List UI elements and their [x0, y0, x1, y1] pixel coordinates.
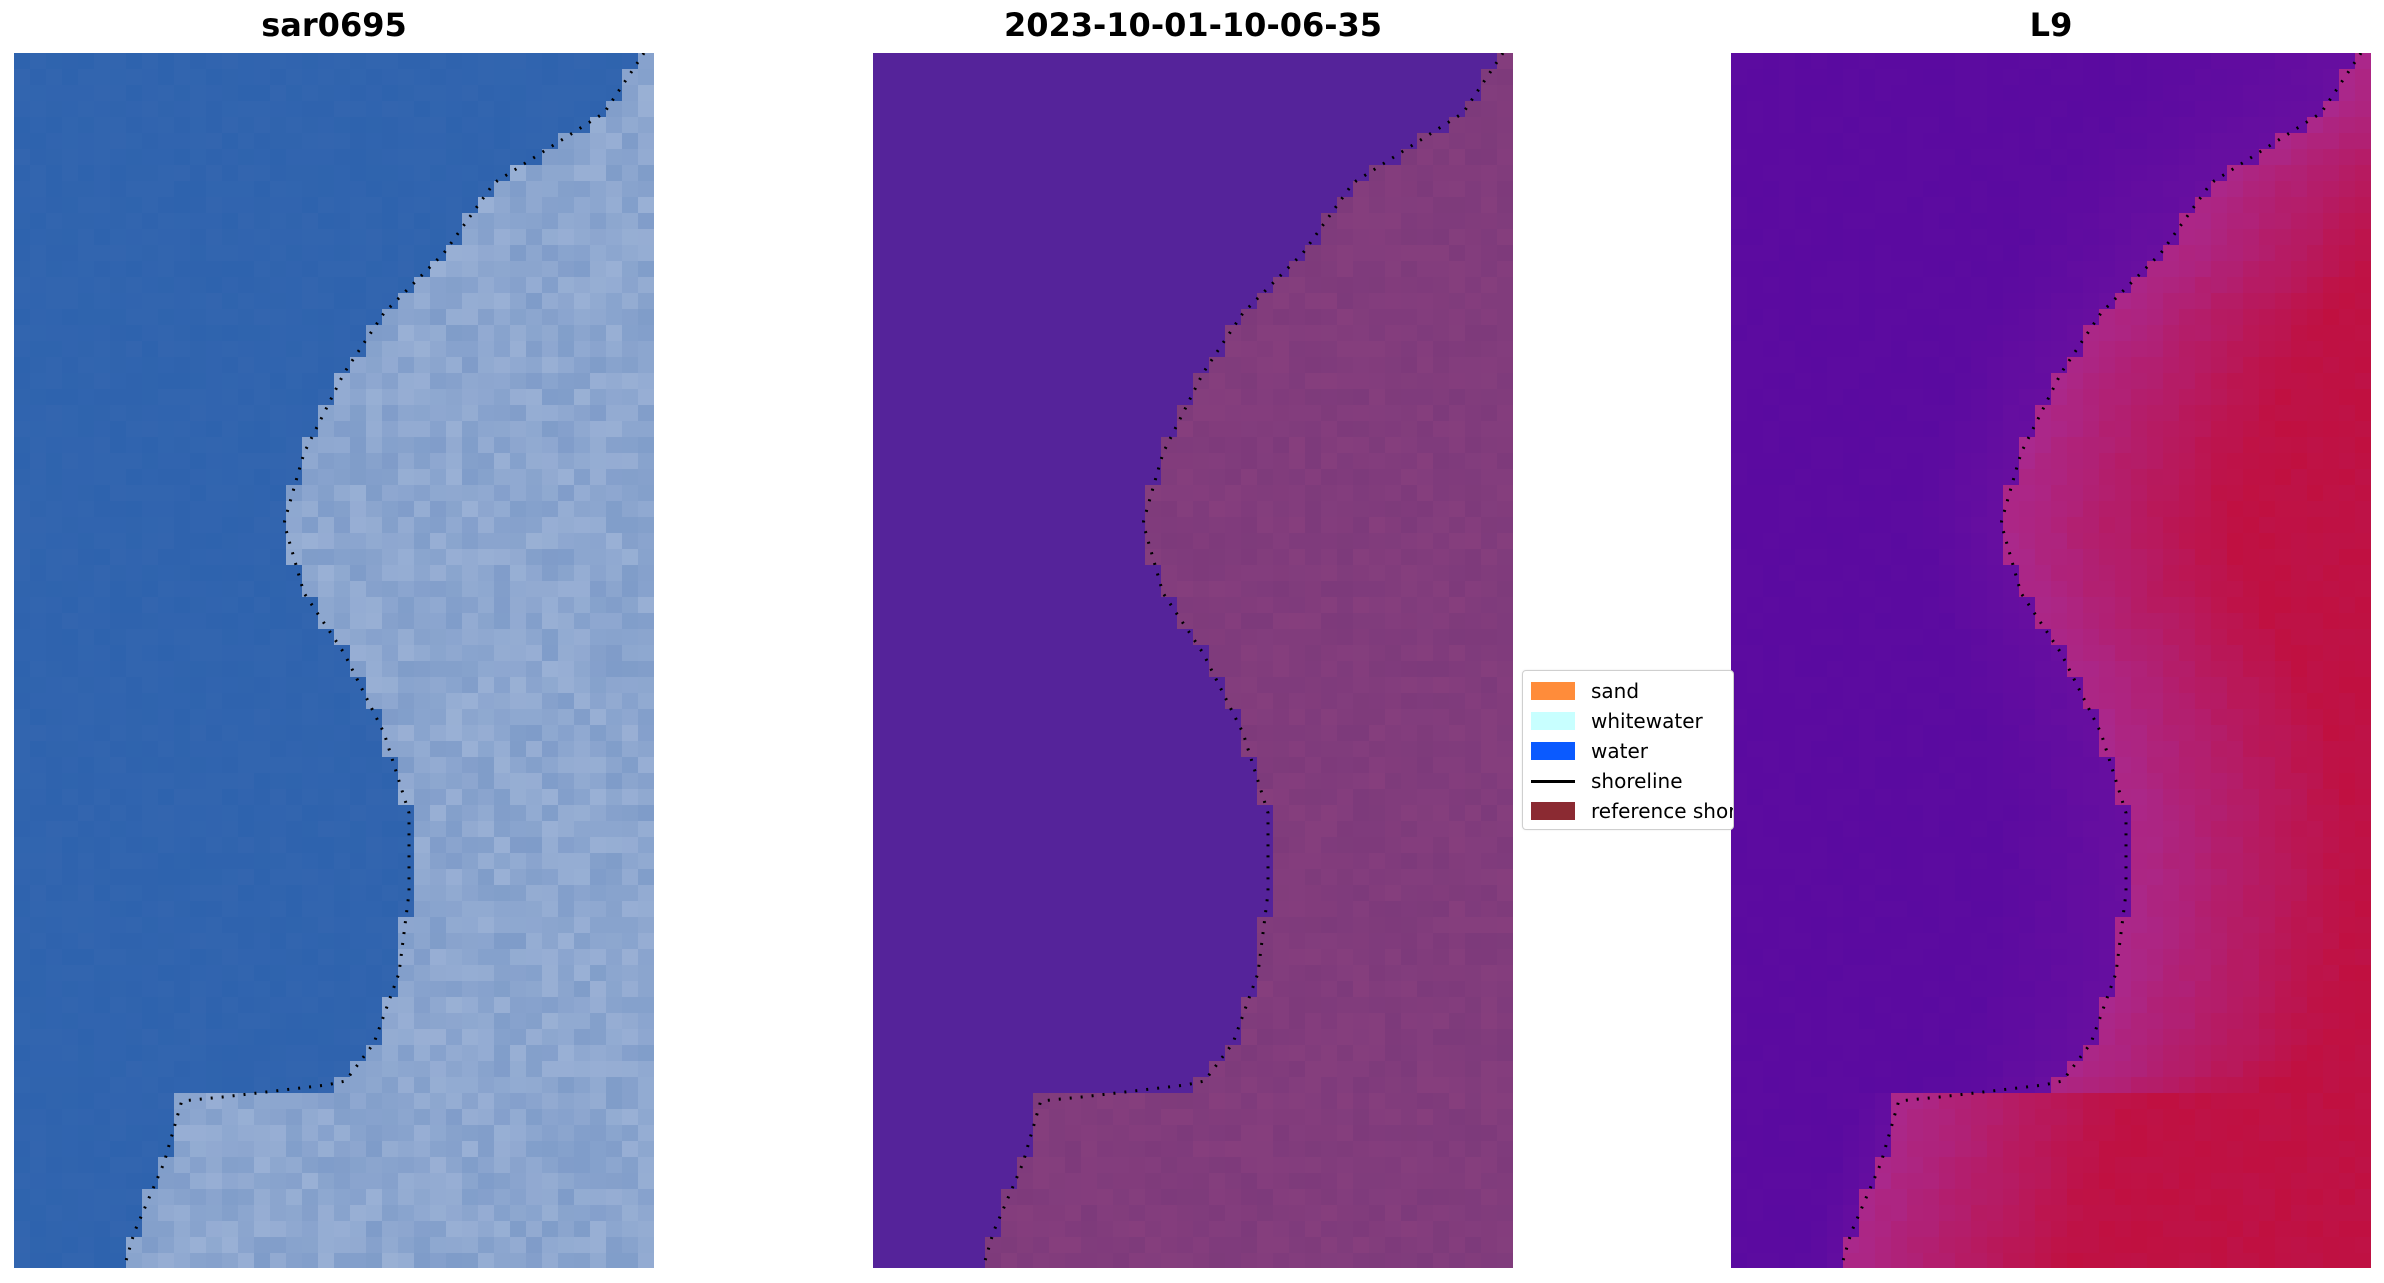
- index-image: [1731, 53, 2371, 1268]
- index-image-panel: [1731, 53, 2371, 1268]
- legend-label-whitewater: whitewater: [1591, 709, 1703, 733]
- water-swatch: [1531, 742, 1575, 760]
- legend-label-shoreline: shoreline: [1591, 769, 1683, 793]
- shoreline-trace: [1840, 53, 2363, 1266]
- panel-title-2: 2023-10-01-10-06-35: [1003, 6, 1383, 44]
- panel-title-3: L9: [2029, 6, 2073, 44]
- classified-image: [873, 53, 1513, 1268]
- legend-label-water: water: [1591, 739, 1648, 763]
- legend-label-sand: sand: [1591, 679, 1640, 703]
- sand-swatch: [1531, 682, 1575, 700]
- whitewater-swatch: [1531, 712, 1575, 730]
- true-color-image-panel: [14, 53, 654, 1268]
- pixel-grid: [873, 53, 1513, 1268]
- legend-item-reference-shoreline: reference shoreline: [1531, 797, 1734, 825]
- true-color-image: [14, 53, 654, 1268]
- legend-item-sand: sand: [1531, 677, 1639, 705]
- classified-image-panel: [873, 53, 1513, 1268]
- pixel-grid: [1731, 53, 2371, 1268]
- reference-shoreline-swatch: [1531, 802, 1575, 820]
- legend-item-whitewater: whitewater: [1531, 707, 1703, 735]
- shoreline-line-marker: [1531, 779, 1575, 783]
- shoreline-trace: [123, 53, 646, 1266]
- shoreline-trace: [982, 53, 1505, 1266]
- legend-item-water: water: [1531, 737, 1648, 765]
- legend: sand whitewater water shoreline referenc…: [1522, 670, 1734, 830]
- legend-item-shoreline: shoreline: [1531, 767, 1683, 795]
- legend-label-reference-shoreline: reference shoreline: [1591, 799, 1734, 823]
- panel-title-1: sar0695: [261, 6, 407, 44]
- pixel-grid: [14, 53, 654, 1268]
